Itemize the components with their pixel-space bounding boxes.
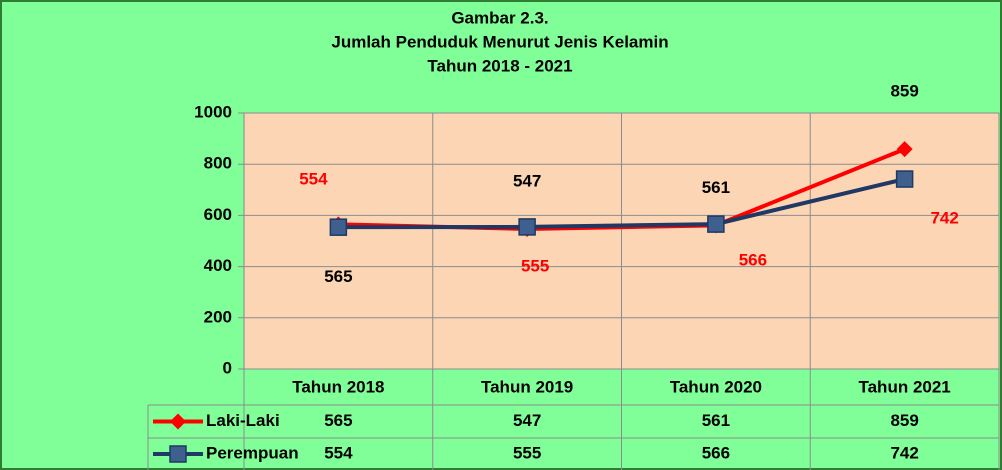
y-tick-label: 800 [204,154,232,173]
data-label: 565 [324,267,352,286]
x-tick-label: Tahun 2019 [481,377,573,396]
y-tick-label: 400 [204,256,232,275]
data-label: 555 [521,256,549,275]
marker [169,445,187,463]
table-cell: 561 [702,411,730,430]
table-cell: 554 [324,443,353,462]
table-cell: 547 [513,411,541,430]
data-label: 742 [930,209,958,228]
y-tick-label: 200 [204,307,232,326]
y-tick-label: 1000 [194,102,232,121]
marker [329,218,348,236]
data-label: 547 [513,171,541,190]
data-label: 566 [739,251,767,270]
marker [707,215,725,233]
y-tick-label: 600 [204,205,232,224]
table-cell: 565 [324,411,352,430]
marker [895,170,914,188]
table-cell: 859 [890,411,918,430]
table-cell: 742 [890,443,918,462]
marker [518,218,536,236]
table-cell: 555 [513,443,541,462]
series-line [338,177,906,230]
legend-label: Perempuan [206,443,299,462]
data-label: 561 [702,178,730,197]
legend-label: Laki-Laki [206,411,280,430]
table-cell: 566 [702,443,730,462]
chart-title: Jumlah Penduduk Menurut Jenis Kelamin [331,32,668,51]
y-tick-label: 0 [223,358,232,377]
x-tick-label: Tahun 2020 [670,377,762,396]
x-tick-label: Tahun 2021 [858,377,950,396]
x-tick-label: Tahun 2018 [292,377,384,396]
chart-title: Gambar 2.3. [451,8,548,27]
marker [896,141,913,158]
data-label: 859 [890,82,918,101]
data-label: 554 [299,170,328,189]
chart-title: Tahun 2018 - 2021 [427,56,572,75]
marker [170,413,186,430]
